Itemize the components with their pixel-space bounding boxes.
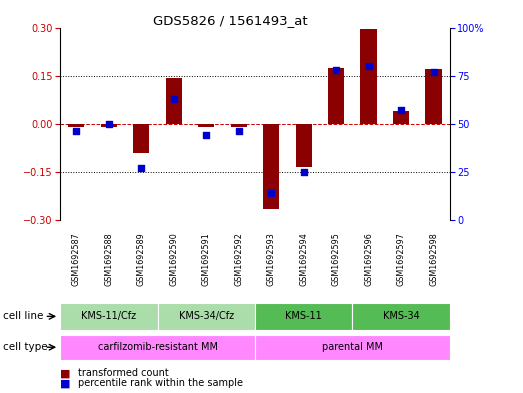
Bar xyxy=(101,124,117,127)
Text: GSM1692589: GSM1692589 xyxy=(137,232,146,286)
Text: GSM1692592: GSM1692592 xyxy=(234,232,243,286)
Text: carfilzomib-resistant MM: carfilzomib-resistant MM xyxy=(98,342,218,352)
Bar xyxy=(198,124,214,127)
Text: GSM1692594: GSM1692594 xyxy=(299,232,308,286)
Point xyxy=(137,165,145,171)
Bar xyxy=(295,124,312,167)
Point xyxy=(72,129,81,135)
Bar xyxy=(360,29,377,124)
Text: GSM1692593: GSM1692593 xyxy=(267,232,276,286)
Text: GSM1692596: GSM1692596 xyxy=(364,232,373,286)
Point xyxy=(202,132,210,138)
Point xyxy=(169,95,178,102)
Text: GSM1692591: GSM1692591 xyxy=(202,232,211,286)
Bar xyxy=(166,78,182,124)
Bar xyxy=(425,69,441,124)
Text: GSM1692598: GSM1692598 xyxy=(429,232,438,286)
Text: GSM1692587: GSM1692587 xyxy=(72,232,81,286)
Text: KMS-34: KMS-34 xyxy=(383,311,419,321)
Bar xyxy=(133,124,150,152)
Text: GSM1692590: GSM1692590 xyxy=(169,232,178,286)
Point xyxy=(332,67,340,73)
Point xyxy=(105,121,113,127)
Text: GSM1692597: GSM1692597 xyxy=(396,232,405,286)
Text: ■: ■ xyxy=(60,368,71,378)
Bar xyxy=(255,303,353,330)
Bar xyxy=(255,334,450,360)
Point xyxy=(267,190,276,196)
Point xyxy=(365,63,373,69)
Text: transformed count: transformed count xyxy=(78,368,169,378)
Bar xyxy=(328,68,344,124)
Bar xyxy=(60,334,255,360)
Text: cell line: cell line xyxy=(3,311,43,321)
Point xyxy=(429,69,438,75)
Text: KMS-11: KMS-11 xyxy=(285,311,322,321)
Text: GDS5826 / 1561493_at: GDS5826 / 1561493_at xyxy=(153,14,308,27)
Text: ■: ■ xyxy=(60,378,71,388)
Bar xyxy=(393,111,409,124)
Text: GSM1692595: GSM1692595 xyxy=(332,232,340,286)
Text: KMS-11/Cfz: KMS-11/Cfz xyxy=(81,311,137,321)
Point xyxy=(300,169,308,175)
Point xyxy=(397,107,405,114)
Bar xyxy=(263,124,279,209)
Text: parental MM: parental MM xyxy=(322,342,383,352)
Text: cell type: cell type xyxy=(3,342,47,352)
Text: GSM1692588: GSM1692588 xyxy=(105,232,113,286)
Bar xyxy=(353,303,450,330)
Bar xyxy=(69,124,85,127)
Point xyxy=(234,129,243,135)
Bar xyxy=(231,124,247,127)
Text: KMS-34/Cfz: KMS-34/Cfz xyxy=(179,311,234,321)
Bar xyxy=(157,303,255,330)
Bar xyxy=(60,303,157,330)
Text: percentile rank within the sample: percentile rank within the sample xyxy=(78,378,243,388)
